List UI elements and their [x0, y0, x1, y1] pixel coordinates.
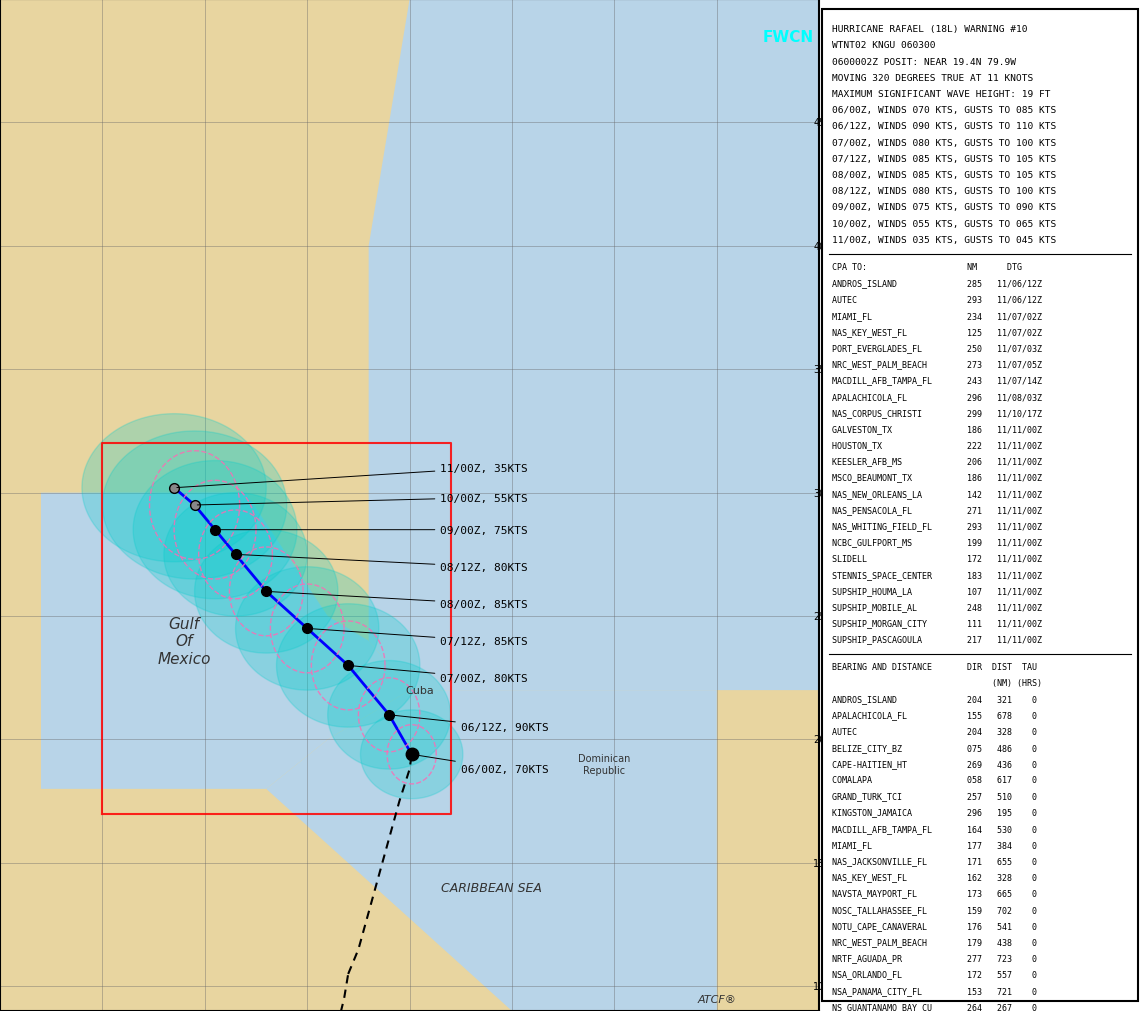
Text: CAPE-HAITIEN_HT            269   436    0: CAPE-HAITIEN_HT 269 436 0 — [832, 759, 1037, 768]
Text: WTNT02 KNGU 060300: WTNT02 KNGU 060300 — [832, 41, 936, 51]
Text: (NM) (HRS): (NM) (HRS) — [832, 678, 1042, 687]
Text: NSA_ORLANDO_FL             172   557    0: NSA_ORLANDO_FL 172 557 0 — [832, 970, 1037, 979]
Text: AUTEC                      293   11/06/12Z: AUTEC 293 11/06/12Z — [832, 295, 1042, 304]
Text: SLIDELL                    172   11/11/00Z: SLIDELL 172 11/11/00Z — [832, 554, 1042, 563]
Polygon shape — [327, 661, 451, 769]
Text: NRTF_AGUADA_PR             277   723    0: NRTF_AGUADA_PR 277 723 0 — [832, 953, 1037, 962]
Text: 45N: 45N — [814, 118, 833, 128]
Text: 40N: 40N — [814, 242, 833, 252]
Polygon shape — [204, 691, 717, 1011]
Text: CARIBBEAN SEA: CARIBBEAN SEA — [442, 882, 542, 894]
Text: Gulf
Of
Mexico: Gulf Of Mexico — [157, 617, 211, 666]
Text: HURRICANE RAFAEL (18L) WARNING #10: HURRICANE RAFAEL (18L) WARNING #10 — [832, 25, 1028, 34]
Polygon shape — [133, 461, 297, 600]
Text: KEESLER_AFB_MS             206   11/11/00Z: KEESLER_AFB_MS 206 11/11/00Z — [832, 457, 1042, 466]
Text: Cuba: Cuba — [405, 685, 435, 696]
Text: 08/12Z, WINDS 080 KTS, GUSTS TO 100 KTS: 08/12Z, WINDS 080 KTS, GUSTS TO 100 KTS — [832, 187, 1057, 196]
Text: ATCF®: ATCF® — [697, 994, 736, 1004]
Text: SUPSHIP_HOUMA_LA           107   11/11/00Z: SUPSHIP_HOUMA_LA 107 11/11/00Z — [832, 586, 1042, 595]
Polygon shape — [82, 415, 266, 562]
Text: GALVESTON_TX               186   11/11/00Z: GALVESTON_TX 186 11/11/00Z — [832, 425, 1042, 434]
Text: 11/00Z, WINDS 035 KTS, GUSTS TO 045 KTS: 11/00Z, WINDS 035 KTS, GUSTS TO 045 KTS — [832, 236, 1057, 245]
Text: ANDROS_ISLAND              285   11/06/12Z: ANDROS_ISLAND 285 11/06/12Z — [832, 279, 1042, 288]
Text: NAS_KEY_WEST_FL            162   328    0: NAS_KEY_WEST_FL 162 328 0 — [832, 872, 1037, 882]
Text: COMALAPA                   058   617    0: COMALAPA 058 617 0 — [832, 775, 1037, 785]
Polygon shape — [369, 0, 819, 691]
Text: 15N: 15N — [814, 858, 833, 868]
Text: NAS_NEW_ORLEANS_LA         142   11/11/00Z: NAS_NEW_ORLEANS_LA 142 11/11/00Z — [832, 489, 1042, 498]
Text: 06/12Z, 90KTS: 06/12Z, 90KTS — [391, 716, 549, 732]
Text: NOTU_CAPE_CANAVERAL        176   541    0: NOTU_CAPE_CANAVERAL 176 541 0 — [832, 921, 1037, 930]
Text: 10/00Z, 55KTS: 10/00Z, 55KTS — [197, 493, 528, 506]
Text: 10/00Z, WINDS 055 KTS, GUSTS TO 065 KTS: 10/00Z, WINDS 055 KTS, GUSTS TO 065 KTS — [832, 219, 1057, 228]
Text: NAS_WHITING_FIELD_FL       293   11/11/00Z: NAS_WHITING_FIELD_FL 293 11/11/00Z — [832, 522, 1042, 531]
Text: SUPSHIP_PASCAGOULA         217   11/11/00Z: SUPSHIP_PASCAGOULA 217 11/11/00Z — [832, 635, 1042, 644]
Text: HOUSTON_TX                 222   11/11/00Z: HOUSTON_TX 222 11/11/00Z — [832, 441, 1042, 450]
Text: NAS_PENSACOLA_FL           271   11/11/00Z: NAS_PENSACOLA_FL 271 11/11/00Z — [832, 506, 1042, 515]
Text: 0600002Z POSIT: NEAR 19.4N 79.9W: 0600002Z POSIT: NEAR 19.4N 79.9W — [832, 58, 1017, 67]
Text: 20N: 20N — [814, 735, 833, 745]
Text: KINGSTON_JAMAICA           296   195    0: KINGSTON_JAMAICA 296 195 0 — [832, 808, 1037, 817]
Text: Dominican
Republic: Dominican Republic — [578, 753, 630, 775]
Text: 30N: 30N — [814, 488, 833, 498]
Text: MSCO_BEAUMONT_TX           186   11/11/00Z: MSCO_BEAUMONT_TX 186 11/11/00Z — [832, 473, 1042, 482]
Text: NS_GUANTANAMO_BAY_CU       264   267    0: NS_GUANTANAMO_BAY_CU 264 267 0 — [832, 1002, 1037, 1011]
Text: 25N: 25N — [814, 612, 833, 622]
Text: 08/00Z, WINDS 085 KTS, GUSTS TO 105 KTS: 08/00Z, WINDS 085 KTS, GUSTS TO 105 KTS — [832, 171, 1057, 180]
Polygon shape — [164, 493, 307, 617]
Text: MIAMI_FL                   177   384    0: MIAMI_FL 177 384 0 — [832, 840, 1037, 849]
Text: NAS_JACKSONVILLE_FL        171   655    0: NAS_JACKSONVILLE_FL 171 655 0 — [832, 856, 1037, 865]
Text: 06/12Z, WINDS 090 KTS, GUSTS TO 110 KTS: 06/12Z, WINDS 090 KTS, GUSTS TO 110 KTS — [832, 122, 1057, 131]
Text: 06/00Z, WINDS 070 KTS, GUSTS TO 085 KTS: 06/00Z, WINDS 070 KTS, GUSTS TO 085 KTS — [832, 106, 1057, 115]
Text: SUPSHIP_MORGAN_CITY        111   11/11/00Z: SUPSHIP_MORGAN_CITY 111 11/11/00Z — [832, 619, 1042, 628]
Text: 09/00Z, 75KTS: 09/00Z, 75KTS — [218, 525, 528, 535]
Text: MACDILL_AFB_TAMPA_FL       164   530    0: MACDILL_AFB_TAMPA_FL 164 530 0 — [832, 824, 1037, 833]
Text: 09/00Z, WINDS 075 KTS, GUSTS TO 090 KTS: 09/00Z, WINDS 075 KTS, GUSTS TO 090 KTS — [832, 203, 1057, 212]
Text: 10N: 10N — [814, 982, 833, 992]
Text: NSA_PANAMA_CITY_FL         153   721    0: NSA_PANAMA_CITY_FL 153 721 0 — [832, 986, 1037, 995]
Text: PORT_EVERGLADES_FL         250   11/07/03Z: PORT_EVERGLADES_FL 250 11/07/03Z — [832, 344, 1042, 353]
Text: NRC_WEST_PALM_BEACH        179   438    0: NRC_WEST_PALM_BEACH 179 438 0 — [832, 937, 1037, 946]
Text: 06/00Z, 70KTS: 06/00Z, 70KTS — [414, 755, 549, 774]
Text: 07/12Z, WINDS 085 KTS, GUSTS TO 105 KTS: 07/12Z, WINDS 085 KTS, GUSTS TO 105 KTS — [832, 155, 1057, 164]
Text: NAS_KEY_WEST_FL            125   11/07/02Z: NAS_KEY_WEST_FL 125 11/07/02Z — [832, 328, 1042, 337]
Text: 07/12Z, 85KTS: 07/12Z, 85KTS — [310, 629, 528, 646]
Text: FWCN: FWCN — [763, 29, 814, 44]
Text: GRAND_TURK_TCI             257   510    0: GRAND_TURK_TCI 257 510 0 — [832, 792, 1037, 801]
Polygon shape — [361, 710, 463, 799]
Text: APALACHICOLA_FL            296   11/08/03Z: APALACHICOLA_FL 296 11/08/03Z — [832, 392, 1042, 401]
Text: 35N: 35N — [814, 365, 833, 375]
Polygon shape — [276, 605, 420, 728]
Polygon shape — [103, 432, 286, 579]
Text: NCBC_GULFPORT_MS           199   11/11/00Z: NCBC_GULFPORT_MS 199 11/11/00Z — [832, 538, 1042, 547]
Text: 07/00Z, WINDS 080 KTS, GUSTS TO 100 KTS: 07/00Z, WINDS 080 KTS, GUSTS TO 100 KTS — [832, 139, 1057, 148]
Text: NAVSTA_MAYPORT_FL          173   665    0: NAVSTA_MAYPORT_FL 173 665 0 — [832, 889, 1037, 898]
Polygon shape — [195, 530, 338, 653]
Text: NAS_CORPUS_CHRISTI         299   11/10/17Z: NAS_CORPUS_CHRISTI 299 11/10/17Z — [832, 408, 1042, 418]
Text: BELIZE_CITY_BZ             075   486    0: BELIZE_CITY_BZ 075 486 0 — [832, 743, 1037, 752]
Text: APALACHICOLA_FL            155   678    0: APALACHICOLA_FL 155 678 0 — [832, 711, 1037, 720]
Text: ANDROS_ISLAND              204   321    0: ANDROS_ISLAND 204 321 0 — [832, 695, 1037, 704]
Text: CPA TO:                    NM      DTG: CPA TO: NM DTG — [832, 263, 1022, 272]
Text: SUPSHIP_MOBILE_AL          248   11/11/00Z: SUPSHIP_MOBILE_AL 248 11/11/00Z — [832, 603, 1042, 612]
Text: MAXIMUM SIGNIFICANT WAVE HEIGHT: 19 FT: MAXIMUM SIGNIFICANT WAVE HEIGHT: 19 FT — [832, 90, 1051, 99]
Text: 08/12Z, 80KTS: 08/12Z, 80KTS — [238, 555, 528, 572]
Text: STENNIS_SPACE_CENTER       183   11/11/00Z: STENNIS_SPACE_CENTER 183 11/11/00Z — [832, 570, 1042, 579]
Polygon shape — [235, 567, 379, 691]
Text: 08/00Z, 85KTS: 08/00Z, 85KTS — [269, 592, 528, 610]
Text: NRC_WEST_PALM_BEACH        273   11/07/05Z: NRC_WEST_PALM_BEACH 273 11/07/05Z — [832, 360, 1042, 369]
Text: 11/00Z, 35KTS: 11/00Z, 35KTS — [177, 463, 528, 488]
Text: 07/00Z, 80KTS: 07/00Z, 80KTS — [351, 666, 528, 683]
Text: MACDILL_AFB_TAMPA_FL       243   11/07/14Z: MACDILL_AFB_TAMPA_FL 243 11/07/14Z — [832, 376, 1042, 385]
Text: MIAMI_FL                   234   11/07/02Z: MIAMI_FL 234 11/07/02Z — [832, 311, 1042, 320]
Text: MOVING 320 DEGREES TRUE AT 11 KNOTS: MOVING 320 DEGREES TRUE AT 11 KNOTS — [832, 74, 1034, 83]
Polygon shape — [41, 493, 410, 789]
Text: BEARING AND DISTANCE       DIR  DIST  TAU: BEARING AND DISTANCE DIR DIST TAU — [832, 662, 1037, 671]
Text: NOSC_TALLAHASSEE_FL        159   702    0: NOSC_TALLAHASSEE_FL 159 702 0 — [832, 905, 1037, 914]
Text: AUTEC                      204   328    0: AUTEC 204 328 0 — [832, 727, 1037, 736]
